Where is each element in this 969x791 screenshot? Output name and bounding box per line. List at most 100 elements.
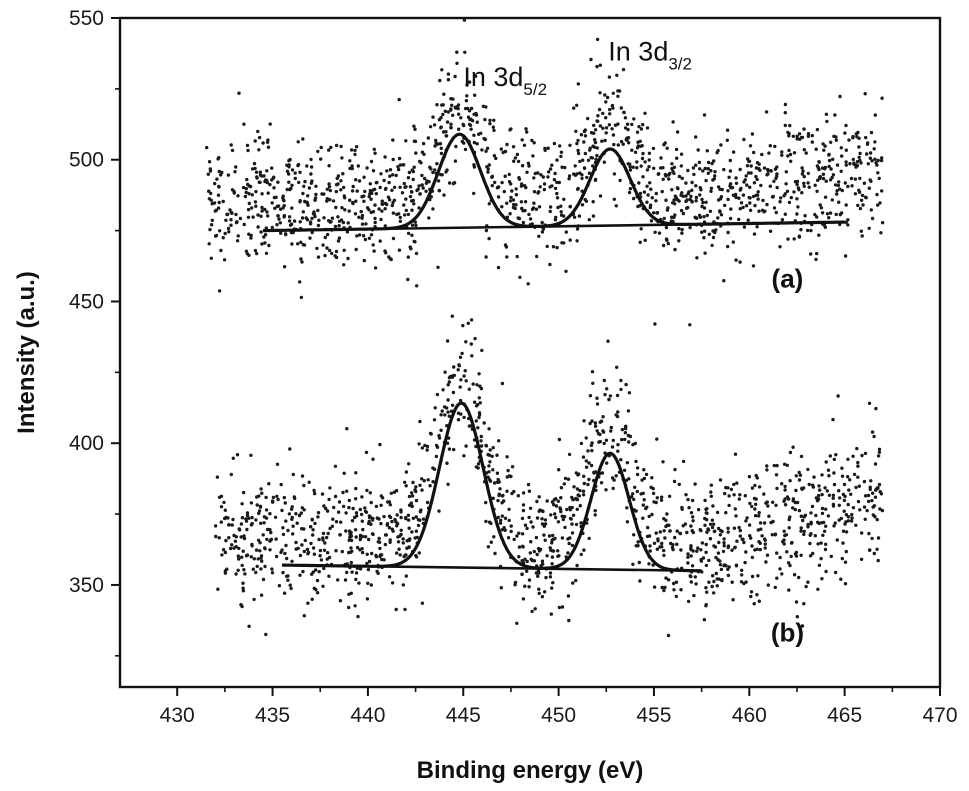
data-point-a xyxy=(534,207,539,211)
data-point-a xyxy=(548,205,553,209)
data-point-b xyxy=(475,403,480,407)
y-tick-label: 550 xyxy=(69,7,104,30)
data-point-b xyxy=(722,544,726,548)
data-point-a xyxy=(747,159,751,164)
data-point-a xyxy=(784,182,788,186)
data-point-a xyxy=(580,176,584,181)
data-point-a xyxy=(235,239,240,243)
data-point-b xyxy=(686,555,690,559)
data-point-b xyxy=(407,494,412,499)
data-point-a xyxy=(360,222,365,226)
data-point-a xyxy=(205,145,209,150)
data-point-a xyxy=(246,215,251,219)
data-point-a xyxy=(738,167,742,172)
data-point-b xyxy=(570,522,574,526)
data-point-b xyxy=(843,560,848,564)
data-point-b xyxy=(651,563,655,567)
data-point-a xyxy=(582,140,586,144)
data-point-a xyxy=(391,157,395,162)
data-point-b xyxy=(407,462,411,466)
data-point-a xyxy=(827,164,831,169)
data-point-b xyxy=(312,491,317,496)
data-point-b xyxy=(395,551,399,555)
data-point-a xyxy=(868,156,872,160)
data-point-b xyxy=(766,583,770,587)
data-point-a xyxy=(799,228,803,232)
data-point-a xyxy=(702,113,707,117)
data-point-a xyxy=(820,211,825,215)
data-point-a xyxy=(548,209,552,214)
data-point-b xyxy=(605,461,609,465)
data-point-b xyxy=(749,594,753,599)
data-point-b xyxy=(802,532,806,537)
data-point-a xyxy=(709,169,713,173)
data-point-b xyxy=(593,424,598,428)
data-point-a xyxy=(591,144,595,148)
data-point-b xyxy=(695,549,699,553)
data-point-a xyxy=(259,230,263,234)
data-point-b xyxy=(792,573,797,577)
data-point-a xyxy=(548,167,553,171)
data-point-a xyxy=(726,244,730,249)
data-point-b xyxy=(662,529,666,533)
data-point-a xyxy=(289,186,293,191)
data-point-a xyxy=(508,199,513,203)
data-point-a xyxy=(404,197,408,201)
data-point-a xyxy=(387,255,391,259)
data-point-a xyxy=(653,230,657,234)
data-point-b xyxy=(263,564,267,569)
data-point-b xyxy=(696,546,700,550)
data-point-b xyxy=(820,473,824,477)
data-point-a xyxy=(635,160,639,164)
data-point-a xyxy=(769,169,773,173)
data-point-b xyxy=(879,492,884,496)
data-point-b xyxy=(529,520,533,524)
data-point-a xyxy=(564,230,568,234)
data-point-b xyxy=(474,419,478,423)
data-point-a xyxy=(316,208,320,213)
data-point-a xyxy=(250,206,254,210)
data-point-a xyxy=(783,192,787,196)
data-point-a xyxy=(612,172,617,176)
data-point-b xyxy=(543,518,548,522)
data-point-b xyxy=(601,415,605,419)
data-point-a xyxy=(621,67,626,72)
data-point-b xyxy=(480,348,484,353)
data-point-a xyxy=(833,113,837,117)
data-point-b xyxy=(532,549,536,554)
data-point-b xyxy=(791,445,795,449)
data-point-b xyxy=(593,509,597,513)
data-point-b xyxy=(215,475,220,479)
data-point-a xyxy=(576,138,580,143)
data-point-a xyxy=(351,201,355,206)
data-point-a xyxy=(809,228,813,233)
data-point-b xyxy=(634,459,638,464)
data-point-b xyxy=(244,519,249,523)
data-point-a xyxy=(398,163,403,167)
data-point-b xyxy=(376,571,380,575)
data-point-a xyxy=(706,167,710,171)
data-point-b xyxy=(616,449,620,453)
data-point-b xyxy=(284,519,288,523)
data-point-a xyxy=(838,187,842,191)
data-point-a xyxy=(473,93,477,97)
data-point-a xyxy=(214,233,219,238)
data-point-b xyxy=(223,550,228,555)
data-point-a xyxy=(236,234,240,238)
data-point-b xyxy=(254,548,259,552)
data-point-b xyxy=(654,531,658,535)
data-point-a xyxy=(437,118,442,122)
data-point-a xyxy=(421,186,425,190)
data-point-a xyxy=(466,106,470,111)
data-point-b xyxy=(595,402,600,406)
data-point-a xyxy=(830,175,834,180)
data-point-a xyxy=(449,122,453,126)
data-point-a xyxy=(383,207,387,211)
data-point-a xyxy=(718,210,722,214)
data-point-b xyxy=(737,525,741,530)
data-point-b xyxy=(536,574,540,578)
data-point-b xyxy=(517,555,521,559)
data-point-a xyxy=(296,163,300,168)
data-point-a xyxy=(349,148,354,152)
data-point-b xyxy=(440,409,444,413)
